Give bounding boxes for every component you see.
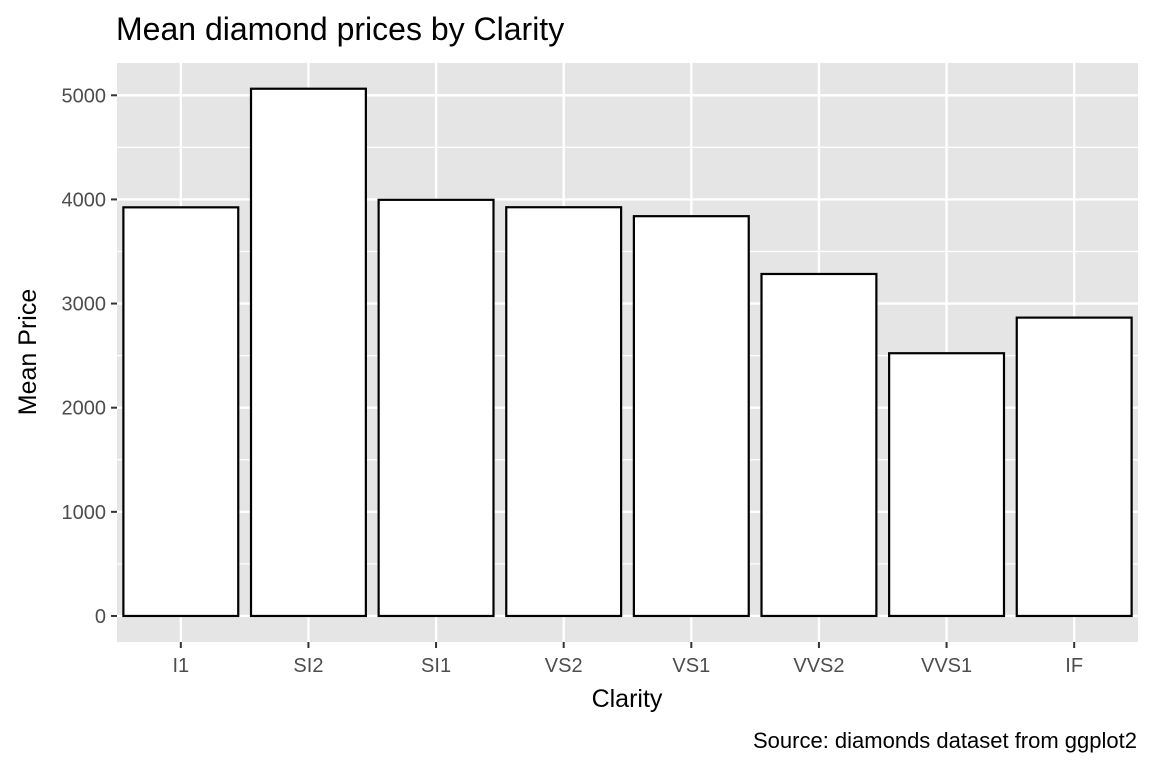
y-tick-label: 2000 <box>62 398 107 420</box>
x-tick-label: VS1 <box>672 655 710 677</box>
x-tick-label: I1 <box>172 655 189 677</box>
y-tick-label: 5000 <box>62 85 107 107</box>
bar-vvs2 <box>760 272 878 618</box>
x-tick-label: VVS2 <box>793 655 844 677</box>
bar-vs1 <box>632 215 750 618</box>
bar-si1 <box>377 198 495 618</box>
x-axis: I1 SI2 SI1 VS2 VS1 VVS2 VVS1 IF <box>172 642 1083 677</box>
x-tick-label: SI2 <box>293 655 323 677</box>
bar-vs2 <box>505 206 623 618</box>
y-axis: 0 1000 2000 3000 4000 5000 <box>62 85 117 628</box>
bar-vvs1 <box>888 352 1006 618</box>
y-axis-title: Mean Price <box>14 289 42 415</box>
x-tick-label: VVS1 <box>921 655 972 677</box>
chart-title: Mean diamond prices by Clarity <box>116 11 564 47</box>
bar-si2 <box>249 87 367 618</box>
x-tick-label: IF <box>1065 655 1083 677</box>
y-tick-label: 0 <box>95 606 106 628</box>
y-tick-label: 3000 <box>62 294 107 316</box>
y-tick-label: 4000 <box>62 189 107 211</box>
x-tick-label: SI1 <box>421 655 451 677</box>
x-tick-label: VS2 <box>545 655 583 677</box>
y-tick-label: 1000 <box>62 502 107 524</box>
chart-caption: Source: diamonds dataset from ggplot2 <box>753 728 1137 753</box>
x-axis-title: Clarity <box>592 685 663 713</box>
bar-i1 <box>122 206 240 618</box>
bars <box>122 87 1133 618</box>
bar-if <box>1015 316 1133 618</box>
